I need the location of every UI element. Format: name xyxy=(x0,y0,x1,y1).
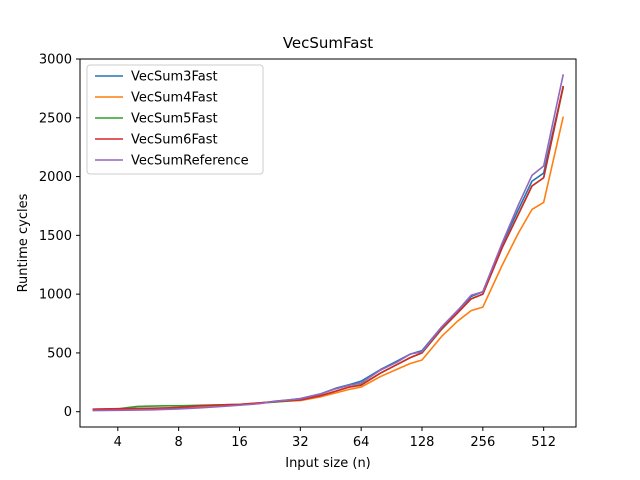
x-tick-label: 128 xyxy=(410,435,435,450)
x-tick-label: 512 xyxy=(531,435,556,450)
y-tick-label: 1000 xyxy=(39,288,72,303)
plot-area: 4 8 16 32 64 128 256 512 0 500 1000 1500 2000 2500 300… xyxy=(39,53,577,450)
y-tick-label: 2500 xyxy=(39,111,72,126)
legend-label-4: VecSum6Fast xyxy=(131,133,218,148)
chart-title: VecSumFast xyxy=(283,34,373,52)
y-tick-label: 3000 xyxy=(39,53,72,68)
y-tick-label: 2000 xyxy=(39,170,72,185)
y-tick-label: 500 xyxy=(47,346,72,361)
legend-label-1: VecSum3Fast xyxy=(131,70,218,85)
x-tick-label: 16 xyxy=(231,435,248,450)
x-tick-label: 8 xyxy=(175,435,183,450)
y-tick-label: 1500 xyxy=(39,229,72,244)
y-tick-label: 0 xyxy=(64,405,72,420)
series-line-4 xyxy=(92,85,565,410)
axes-frame xyxy=(79,58,577,428)
series-line-5 xyxy=(92,74,565,412)
legend-label-3: VecSum5Fast xyxy=(131,112,218,127)
legend: VecSum3Fast VecSum4Fast VecSum5Fast VecSum6… xyxy=(86,64,264,175)
legend-box xyxy=(86,64,264,175)
x-axis-label: Input size (n) xyxy=(285,456,371,471)
x-tick-label: 256 xyxy=(470,435,495,450)
x-tick-label: 64 xyxy=(353,435,370,450)
x-tick-label: 32 xyxy=(292,435,309,450)
x-tick-label: 4 xyxy=(114,435,122,450)
legend-label-2: VecSum4Fast xyxy=(131,91,218,106)
legend-label-5: VecSumReference xyxy=(131,154,249,169)
y-axis-label: Runtime cycles xyxy=(16,193,31,292)
